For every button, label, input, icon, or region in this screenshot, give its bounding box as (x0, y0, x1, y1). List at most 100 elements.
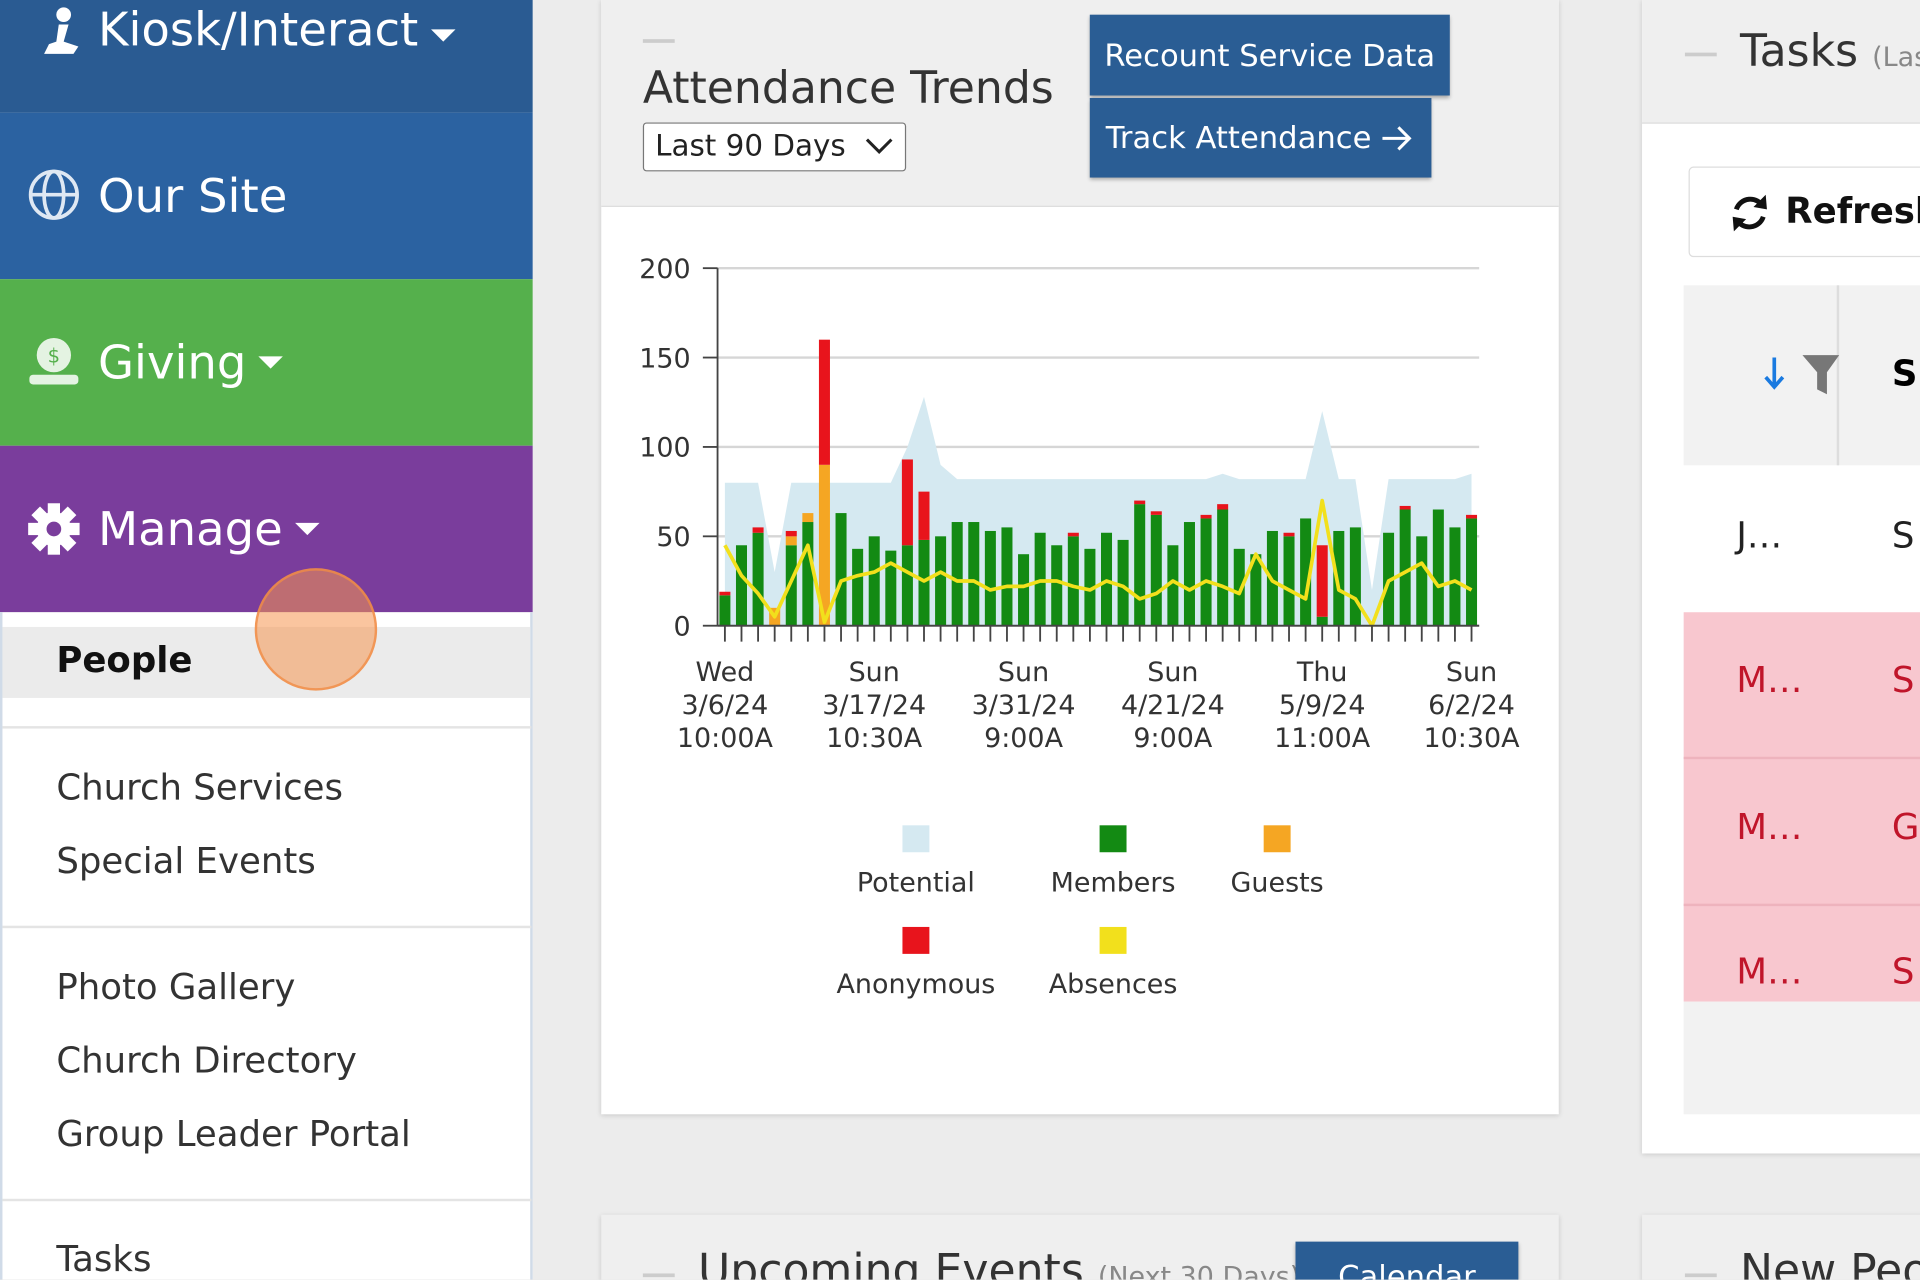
bar (935, 536, 947, 626)
caret (295, 522, 320, 536)
bar (1150, 511, 1162, 515)
bar (1067, 536, 1079, 626)
new-people-panel (1642, 1214, 1920, 1280)
svg-text:$: $ (48, 344, 60, 367)
submenu-item[interactable]: Special Events (56, 840, 316, 882)
legend-label: Absences (1048, 969, 1178, 1001)
menu-label: Giving (97, 335, 247, 390)
bar (1084, 548, 1096, 626)
legend-swatch (902, 825, 930, 853)
title-sub: (Next 30 Days) (1097, 1262, 1301, 1280)
sort-filter-icons (1764, 355, 1840, 395)
globe-icon (28, 169, 79, 220)
menu-label: Our Site (97, 168, 288, 223)
button-label: Calendar (1338, 1258, 1476, 1280)
bar (1416, 536, 1428, 626)
bar (1316, 545, 1328, 617)
bar (968, 522, 980, 626)
bar (1001, 527, 1013, 626)
title-sub: (Las (1872, 42, 1920, 74)
range-dropdown[interactable]: Last 90 Days (642, 122, 907, 172)
y-tick-label: 0 (673, 612, 690, 643)
bar (1399, 509, 1411, 626)
tasks-title: Tasks (Las (1740, 27, 1920, 77)
bar (1117, 539, 1129, 626)
button-label: Track Attendance (1105, 120, 1372, 156)
task-cell: M… (1736, 658, 1803, 701)
bar (1067, 532, 1079, 537)
legend-label: Guests (1230, 868, 1324, 899)
bar (719, 591, 731, 596)
calendar-button[interactable]: Calendar (1295, 1241, 1519, 1280)
table-footer (1683, 1001, 1920, 1115)
divider (2, 925, 532, 929)
bar (1217, 504, 1229, 510)
legend-swatch (1099, 825, 1127, 853)
bar (1217, 509, 1229, 626)
submenu-item[interactable]: People (56, 639, 193, 681)
arrow-icon (1382, 125, 1412, 150)
menu-our-site[interactable]: Our Site (0, 112, 533, 280)
bar (1449, 527, 1461, 626)
button-label: Refresh (1785, 189, 1920, 232)
table-header (1683, 285, 1920, 466)
bar (785, 545, 797, 626)
title-text: Upcoming Events (697, 1246, 1084, 1280)
bar (984, 530, 996, 626)
caret (430, 29, 456, 42)
drag-handle (1684, 52, 1717, 57)
gear-icon (28, 503, 80, 555)
bar (752, 532, 764, 626)
bar (1167, 545, 1179, 626)
panel-title: Attendance Trends (642, 63, 1054, 114)
menu-kiosk[interactable]: Kiosk/Interact (0, 0, 533, 113)
bar (818, 339, 830, 465)
upcoming-title: Upcoming Events (Next 30 Days) (698, 1247, 1300, 1280)
drag-handle (1684, 1273, 1717, 1278)
bar (1134, 504, 1146, 626)
bar (1349, 527, 1361, 626)
bar (1316, 616, 1328, 626)
legend-label: Potential (856, 868, 975, 899)
row-divider (1683, 903, 1920, 907)
x-tick-label: Wed 3/6/24 10:00A (676, 657, 773, 755)
submenu-item[interactable]: Tasks (56, 1237, 152, 1280)
bar (1283, 532, 1295, 537)
task-cell: J… (1736, 514, 1783, 556)
bar (1150, 514, 1162, 626)
bar (735, 545, 748, 626)
y-tick-label: 150 (639, 343, 690, 374)
menu-manage[interactable]: Manage (0, 445, 533, 613)
task-cell: M… (1736, 805, 1803, 848)
submenu-item[interactable]: Group Leader Portal (56, 1113, 411, 1155)
bar (901, 459, 913, 546)
menu-giving[interactable]: $ Giving (0, 279, 533, 446)
submenu-item[interactable]: Church Directory (56, 1039, 357, 1082)
legend-swatch (902, 926, 930, 954)
track-button[interactable]: Track Attendance (1089, 97, 1432, 178)
bar (1432, 509, 1444, 626)
column-header: S (1891, 352, 1918, 395)
x-tick-label: Sun 3/17/24 10:30A (822, 657, 927, 755)
divider (2, 726, 532, 729)
y-tick-label: 200 (639, 254, 690, 285)
submenu-item[interactable]: Photo Gallery (56, 966, 296, 1008)
legend-label: Members (1050, 868, 1176, 899)
x-tick-label: Thu 5/9/24 11:00A (1274, 657, 1371, 755)
button-label: Recount Service Data (1104, 37, 1436, 73)
submenu-item[interactable]: Church Services (56, 766, 344, 809)
bar (785, 530, 797, 537)
divider (2, 1198, 532, 1202)
recount-button[interactable]: Recount Service Data (1089, 14, 1450, 96)
legend-label: Anonymous (836, 969, 996, 1001)
refresh-button[interactable]: Refresh (1688, 166, 1920, 258)
caret (258, 356, 284, 369)
bar (918, 491, 930, 540)
row-divider (1683, 756, 1920, 760)
panel-header (1642, 0, 1920, 124)
bar (1200, 518, 1212, 626)
bar (1333, 530, 1345, 626)
task-cell: S (1891, 514, 1915, 556)
